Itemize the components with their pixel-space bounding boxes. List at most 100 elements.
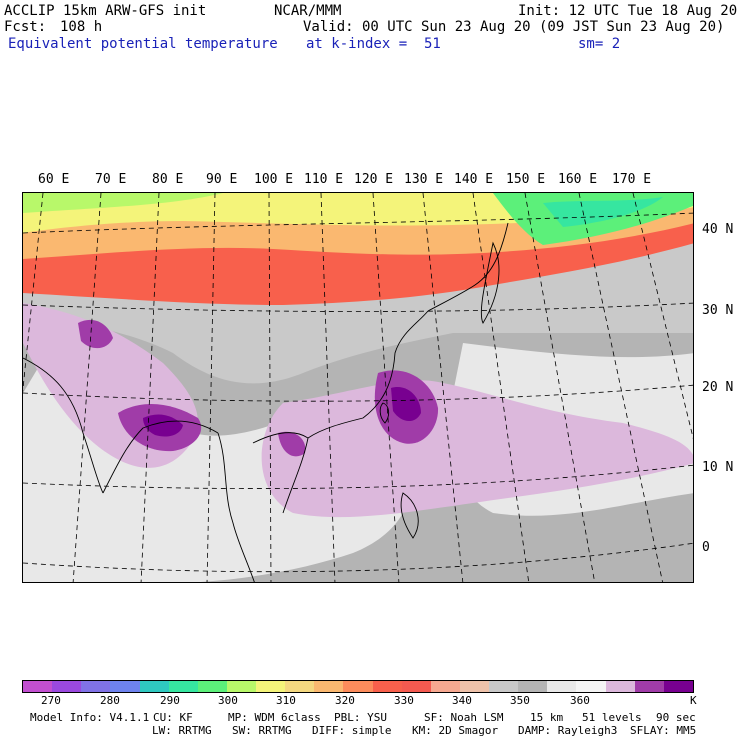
- north-india-high: [78, 319, 113, 349]
- meridian: [206, 193, 216, 582]
- map-panel: [22, 192, 694, 583]
- philippine-sea-max: [391, 387, 421, 422]
- colorbar-segment: [314, 681, 344, 692]
- meridian: [320, 193, 336, 582]
- parallel-10n: [23, 464, 693, 489]
- footer-timestep: 90 sec: [656, 711, 696, 724]
- meridian: [422, 193, 464, 582]
- valid-time: Valid: 00 UTC Sun 23 Aug 20 (09 JST Sun …: [303, 19, 725, 35]
- parallel-30n: [23, 302, 693, 312]
- colorbar-segment: [168, 681, 198, 692]
- lon-label: 120 E: [354, 172, 394, 187]
- colorbar-segment: [518, 681, 548, 692]
- meridian: [140, 193, 160, 582]
- colorbar-segment: [663, 681, 693, 692]
- meridian: [578, 193, 663, 582]
- init-time: Init: 12 UTC Tue 18 Aug 20: [518, 3, 738, 19]
- meridian: [372, 193, 400, 582]
- scs-moist-zone: [261, 380, 693, 518]
- taiwan: [379, 402, 390, 424]
- colorbar-segment: [81, 681, 111, 692]
- colorbar-segment: [401, 681, 431, 692]
- lon-label: 130 E: [404, 172, 444, 187]
- forecast-hour: 108 h: [60, 19, 103, 35]
- colorbar: [22, 680, 694, 693]
- colorbar-segment: [23, 681, 53, 692]
- colorbar-segment: [110, 681, 140, 692]
- india-coast-east: [102, 420, 219, 494]
- colorbar-segment: [489, 681, 519, 692]
- india-coast-west: [23, 357, 104, 494]
- lat-label: 30 N: [702, 303, 734, 318]
- lon-label: 80 E: [152, 172, 184, 187]
- lon-label: 140 E: [454, 172, 494, 187]
- field-name: Equivalent potential temperature: [8, 36, 278, 52]
- smoothing: sm= 2: [578, 36, 621, 52]
- footer-diff: DIFF: simple: [312, 724, 392, 737]
- parallel-20n: [23, 384, 693, 402]
- footer-damp: DAMP: Rayleigh3: [518, 724, 618, 737]
- parallel-40n: [23, 212, 693, 234]
- lat-label: 10 N: [702, 460, 734, 475]
- malay-coast: [217, 432, 255, 582]
- lon-label: 60 E: [38, 172, 70, 187]
- colorbar-segment: [139, 681, 169, 692]
- meridian: [524, 193, 596, 582]
- lon-label: 110 E: [304, 172, 344, 187]
- footer-sflay: SFLAY: MM5: [630, 724, 697, 737]
- colorbar-segment: [430, 681, 460, 692]
- bengal-max: [143, 414, 183, 437]
- meridian: [472, 193, 530, 582]
- china-coast: [307, 310, 429, 439]
- meridian: [72, 193, 102, 582]
- japan: [480, 241, 500, 324]
- colorbar-segment: [459, 681, 489, 692]
- forecast-label: Fcst:: [4, 19, 47, 35]
- colorbar-segment: [226, 681, 256, 692]
- colorbar-segment: [372, 681, 402, 692]
- meridian: [23, 193, 44, 393]
- lon-label: 70 E: [95, 172, 127, 187]
- meridian: [632, 193, 693, 440]
- colorbar-tick: 350: [510, 694, 530, 707]
- colorbar-tick: 320: [335, 694, 355, 707]
- organization: NCAR/MMM: [274, 3, 342, 19]
- gulf-high: [278, 431, 306, 457]
- colorbar-tick: 290: [160, 694, 180, 707]
- footer-resolution: 15 km: [530, 711, 564, 724]
- colorbar-tick: 340: [452, 694, 472, 707]
- lon-label: 150 E: [506, 172, 546, 187]
- colorbar-unit: K: [690, 694, 697, 707]
- colorbar-tick: 310: [276, 694, 296, 707]
- lon-label: 90 E: [206, 172, 238, 187]
- lat-label: 40 N: [702, 222, 734, 237]
- footer-sf: SF: Noah LSM: [424, 711, 504, 724]
- theta-e-field: [23, 193, 693, 582]
- footer-sw: SW: RRTMG: [232, 724, 292, 737]
- korea-japan-coast: [427, 222, 509, 312]
- colorbar-segment: [547, 681, 577, 692]
- colorbar-segment: [285, 681, 315, 692]
- colorbar-tick: 360: [570, 694, 590, 707]
- cooler-band-west: [23, 193, 223, 213]
- lat-label: 0: [702, 540, 710, 555]
- meridian: [268, 193, 272, 582]
- lat-label: 20 N: [702, 380, 734, 395]
- footer-pbl: PBL: YSU: [334, 711, 387, 724]
- colorbar-tick: 280: [100, 694, 120, 707]
- colorbar-segment: [605, 681, 635, 692]
- colorbar-tick: 270: [41, 694, 61, 707]
- colorbar-segment: [634, 681, 664, 692]
- graticule: [23, 193, 693, 582]
- footer-model-info: Model Info: V4.1.1: [30, 711, 150, 724]
- level-index: at k-index = 51: [306, 36, 441, 52]
- lon-label: 100 E: [254, 172, 294, 187]
- colorbar-tick: 300: [218, 694, 238, 707]
- lon-label: 160 E: [558, 172, 598, 187]
- colorbar-segment: [256, 681, 286, 692]
- colorbar-tick: 330: [394, 694, 414, 707]
- colorbar-segment: [197, 681, 227, 692]
- colorbar-segment: [576, 681, 606, 692]
- footer-cu: CU: KF: [153, 711, 193, 724]
- footer-mp: MP: WDM 6class: [228, 711, 321, 724]
